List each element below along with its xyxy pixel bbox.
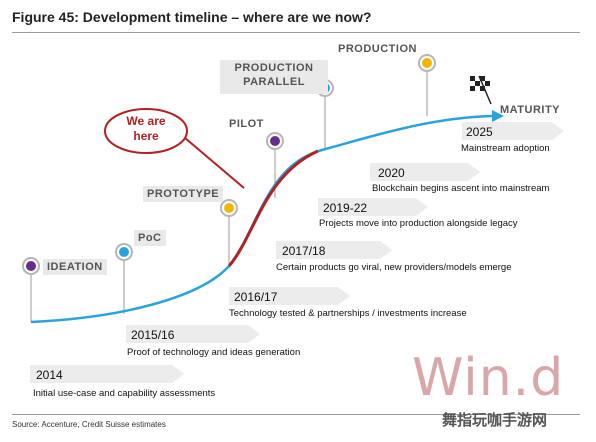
stage-label-line2: PARALLEL xyxy=(243,76,305,88)
figure-title: Figure 45: Development timeline – where … xyxy=(12,9,372,25)
milestone-desc-2017-18: Certain products go viral, new providers… xyxy=(276,262,512,273)
milestone-arrow-2020 xyxy=(370,163,480,181)
callout-line1: We are xyxy=(126,114,166,128)
watermark-subtext: 舞指玩咖手游网 xyxy=(442,411,548,429)
milestone-desc-2015-16: Proof of technology and ideas generation xyxy=(127,347,301,358)
curve-arrowhead xyxy=(492,110,504,122)
milestone-year-2019-22: 2019-22 xyxy=(323,201,368,215)
milestone-year-2020: 2020 xyxy=(378,166,405,180)
callout-ellipse xyxy=(104,108,188,154)
milestone-desc-2019-22: Projects move into production alongside … xyxy=(319,218,518,229)
milestone-desc-2025: Mainstream adoption xyxy=(461,143,550,154)
stage-label-production: PRODUCTION xyxy=(338,43,417,55)
stage-label-poc: PoC xyxy=(134,230,166,246)
stage-stems xyxy=(30,63,428,322)
milestone-year-2025: 2025 xyxy=(466,125,493,139)
milestone-year-2016-17: 2016/17 xyxy=(234,290,278,304)
milestone-desc-2016-17: Technology tested & partnerships / inves… xyxy=(229,308,467,319)
milestone-arrow-2019-22 xyxy=(318,198,428,216)
current-position-highlight xyxy=(227,149,319,267)
milestone-arrow-2016-17 xyxy=(229,287,350,305)
milestone-desc-2020: Blockchain begins ascent into mainstream xyxy=(372,183,550,194)
milestone-desc-2014: Initial use-case and capability assessme… xyxy=(33,388,216,399)
callout-pointer xyxy=(184,137,245,189)
milestone-arrow-2025 xyxy=(462,122,564,140)
footer-divider xyxy=(12,414,580,415)
stage-label-maturity: MATURITY xyxy=(500,104,561,116)
milestone-year-2017-18: 2017/18 xyxy=(282,244,326,258)
stage-label-pilot: PILOT xyxy=(229,118,264,130)
stage-label-production-parallel: PRODUCTION PARALLEL xyxy=(220,60,328,94)
source-note: Source: Accenture, Credit Suisse estimat… xyxy=(12,420,166,429)
milestone-year-2014: 2014 xyxy=(36,368,63,382)
milestone-arrow-2015-16 xyxy=(126,325,260,343)
we-are-here-callout: We are here xyxy=(104,114,188,144)
milestone-year-2015-16: 2015/16 xyxy=(131,328,175,342)
stage-label-ideation: IDEATION xyxy=(43,259,107,275)
milestone-arrow-2014 xyxy=(30,365,184,383)
finish-flag-icon xyxy=(470,75,492,105)
stage-label-prototype: PROTOTYPE xyxy=(143,186,224,202)
stage-label-line1: PRODUCTION xyxy=(234,62,314,74)
milestone-arrow-2017-18 xyxy=(276,241,392,259)
watermark-logo: Win.d xyxy=(412,348,565,408)
title-divider xyxy=(12,32,580,33)
callout-line2: here xyxy=(133,129,159,143)
milestone-arrows xyxy=(30,122,564,383)
